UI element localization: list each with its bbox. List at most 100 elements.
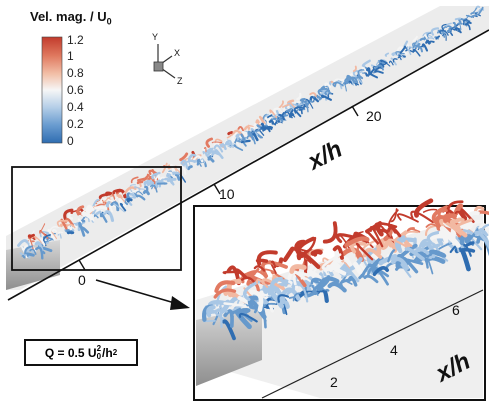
- vortex-strand: [260, 122, 266, 130]
- vortex-strand: [267, 277, 283, 296]
- vortex-strand: [277, 100, 284, 110]
- vortex-strand: [384, 52, 390, 57]
- vortex-strand: [441, 23, 448, 31]
- zoom-region-box: [11, 166, 182, 271]
- inset-axis-tick-label: 2: [330, 374, 338, 390]
- vortex-strand: [405, 46, 415, 53]
- vortex-strand: [439, 30, 446, 34]
- vortex-strand: [29, 248, 37, 255]
- vortex-strand: [282, 246, 295, 263]
- vortex-strand: [17, 239, 29, 247]
- vortex-strand: [214, 149, 224, 160]
- vortex-strand: [406, 46, 411, 53]
- vortex-strand: [327, 281, 347, 293]
- colorbar-tick: 1.2: [67, 33, 84, 47]
- vortex-strand: [179, 152, 189, 162]
- colorbar-tick: 0.8: [67, 66, 84, 80]
- vortex-strand: [56, 219, 69, 227]
- q-criterion-sup2: 2: [112, 348, 118, 357]
- q-criterion-box: Q = 0.5 U 2 0/h 2: [24, 339, 138, 366]
- vortex-strand: [25, 252, 35, 257]
- vortex-strand: [227, 131, 234, 136]
- vortex-strand: [335, 233, 361, 244]
- vortex-strand: [233, 144, 244, 151]
- vortex-strand: [424, 224, 437, 237]
- vortex-strand: [284, 101, 292, 110]
- vortex-strand: [296, 236, 316, 254]
- vortex-strand: [282, 103, 290, 108]
- vortex-strand: [347, 275, 358, 287]
- vortex-strand: [95, 209, 106, 214]
- triad-y-label: Y: [152, 32, 159, 42]
- vortex-strand: [419, 37, 425, 41]
- vortex-strand: [374, 222, 391, 238]
- vortex-strand: [101, 210, 115, 222]
- vortex-strand: [454, 217, 465, 224]
- vortex-strand: [261, 260, 288, 278]
- vortex-strand: [428, 40, 435, 43]
- vortex-strand: [413, 247, 430, 255]
- vortex-strand: [435, 35, 441, 40]
- vortex-strand: [253, 265, 266, 272]
- main-axis-tick-label: 0: [78, 272, 86, 288]
- zoom-arrow: [95, 279, 179, 305]
- vortex-strand: [431, 205, 449, 225]
- colorbar-title-main: Vel. mag. / U: [30, 9, 107, 24]
- vortex-strand: [407, 43, 410, 50]
- vortex-strand: [77, 218, 83, 224]
- vortex-strand: [369, 226, 384, 248]
- vortex-strand: [448, 26, 453, 32]
- vortex-strand: [344, 236, 370, 248]
- vortex-strand: [105, 201, 111, 208]
- vortex-strand: [312, 278, 330, 296]
- vortex-strand: [470, 13, 479, 18]
- vortex-strand: [374, 64, 384, 71]
- vortex-strand: [264, 125, 273, 130]
- vortex-strand: [292, 292, 301, 302]
- vortex-strand: [21, 254, 26, 259]
- vortex-strand: [455, 218, 473, 230]
- vortex-strand: [95, 203, 105, 208]
- vortex-strand: [303, 236, 317, 255]
- vortex-strand: [151, 184, 155, 190]
- vortex-strand: [27, 242, 34, 254]
- vortex-strand: [126, 197, 133, 203]
- vortex-strand: [40, 223, 46, 232]
- vortex-strand: [336, 256, 352, 267]
- vortex-strand: [470, 11, 479, 15]
- vortex-strand: [250, 128, 259, 136]
- vortex-strand: [466, 21, 472, 25]
- colorbar-tick: 0.2: [67, 117, 84, 131]
- vortex-strand: [63, 208, 74, 221]
- vortex-strand: [134, 186, 141, 190]
- vortex-strand: [85, 207, 95, 216]
- vortex-strand: [397, 54, 406, 58]
- vortex-strand: [413, 198, 434, 218]
- colorbar-tick: 1: [67, 49, 74, 63]
- vortex-strand: [343, 261, 351, 269]
- vortex-strand: [454, 17, 462, 21]
- vortex-strand: [363, 274, 379, 284]
- colorbar-title-sub: 0: [106, 16, 112, 27]
- vortex-strand: [222, 270, 236, 275]
- vortex-strand: [301, 99, 309, 106]
- vortex-strand: [206, 149, 221, 156]
- vortex-strand: [396, 213, 419, 223]
- vortex-strand: [317, 87, 328, 96]
- vortex-strand: [100, 197, 114, 206]
- vortex-strand: [425, 40, 431, 45]
- vortex-strand: [445, 200, 464, 216]
- vortex-strand: [324, 82, 332, 88]
- vortex-strand: [166, 173, 176, 178]
- vortex-strand: [202, 150, 210, 158]
- vortex-strand: [245, 273, 273, 288]
- vortex-strand: [390, 257, 410, 270]
- vortex-strand: [58, 231, 64, 235]
- vortex-strand: [289, 264, 307, 274]
- vortex-strand: [231, 137, 240, 147]
- vortex-strand: [406, 227, 415, 233]
- vortex-strand: [351, 76, 360, 81]
- vortex-strand: [391, 51, 400, 57]
- vortex-strand: [66, 223, 76, 229]
- vortex-strand: [46, 238, 54, 242]
